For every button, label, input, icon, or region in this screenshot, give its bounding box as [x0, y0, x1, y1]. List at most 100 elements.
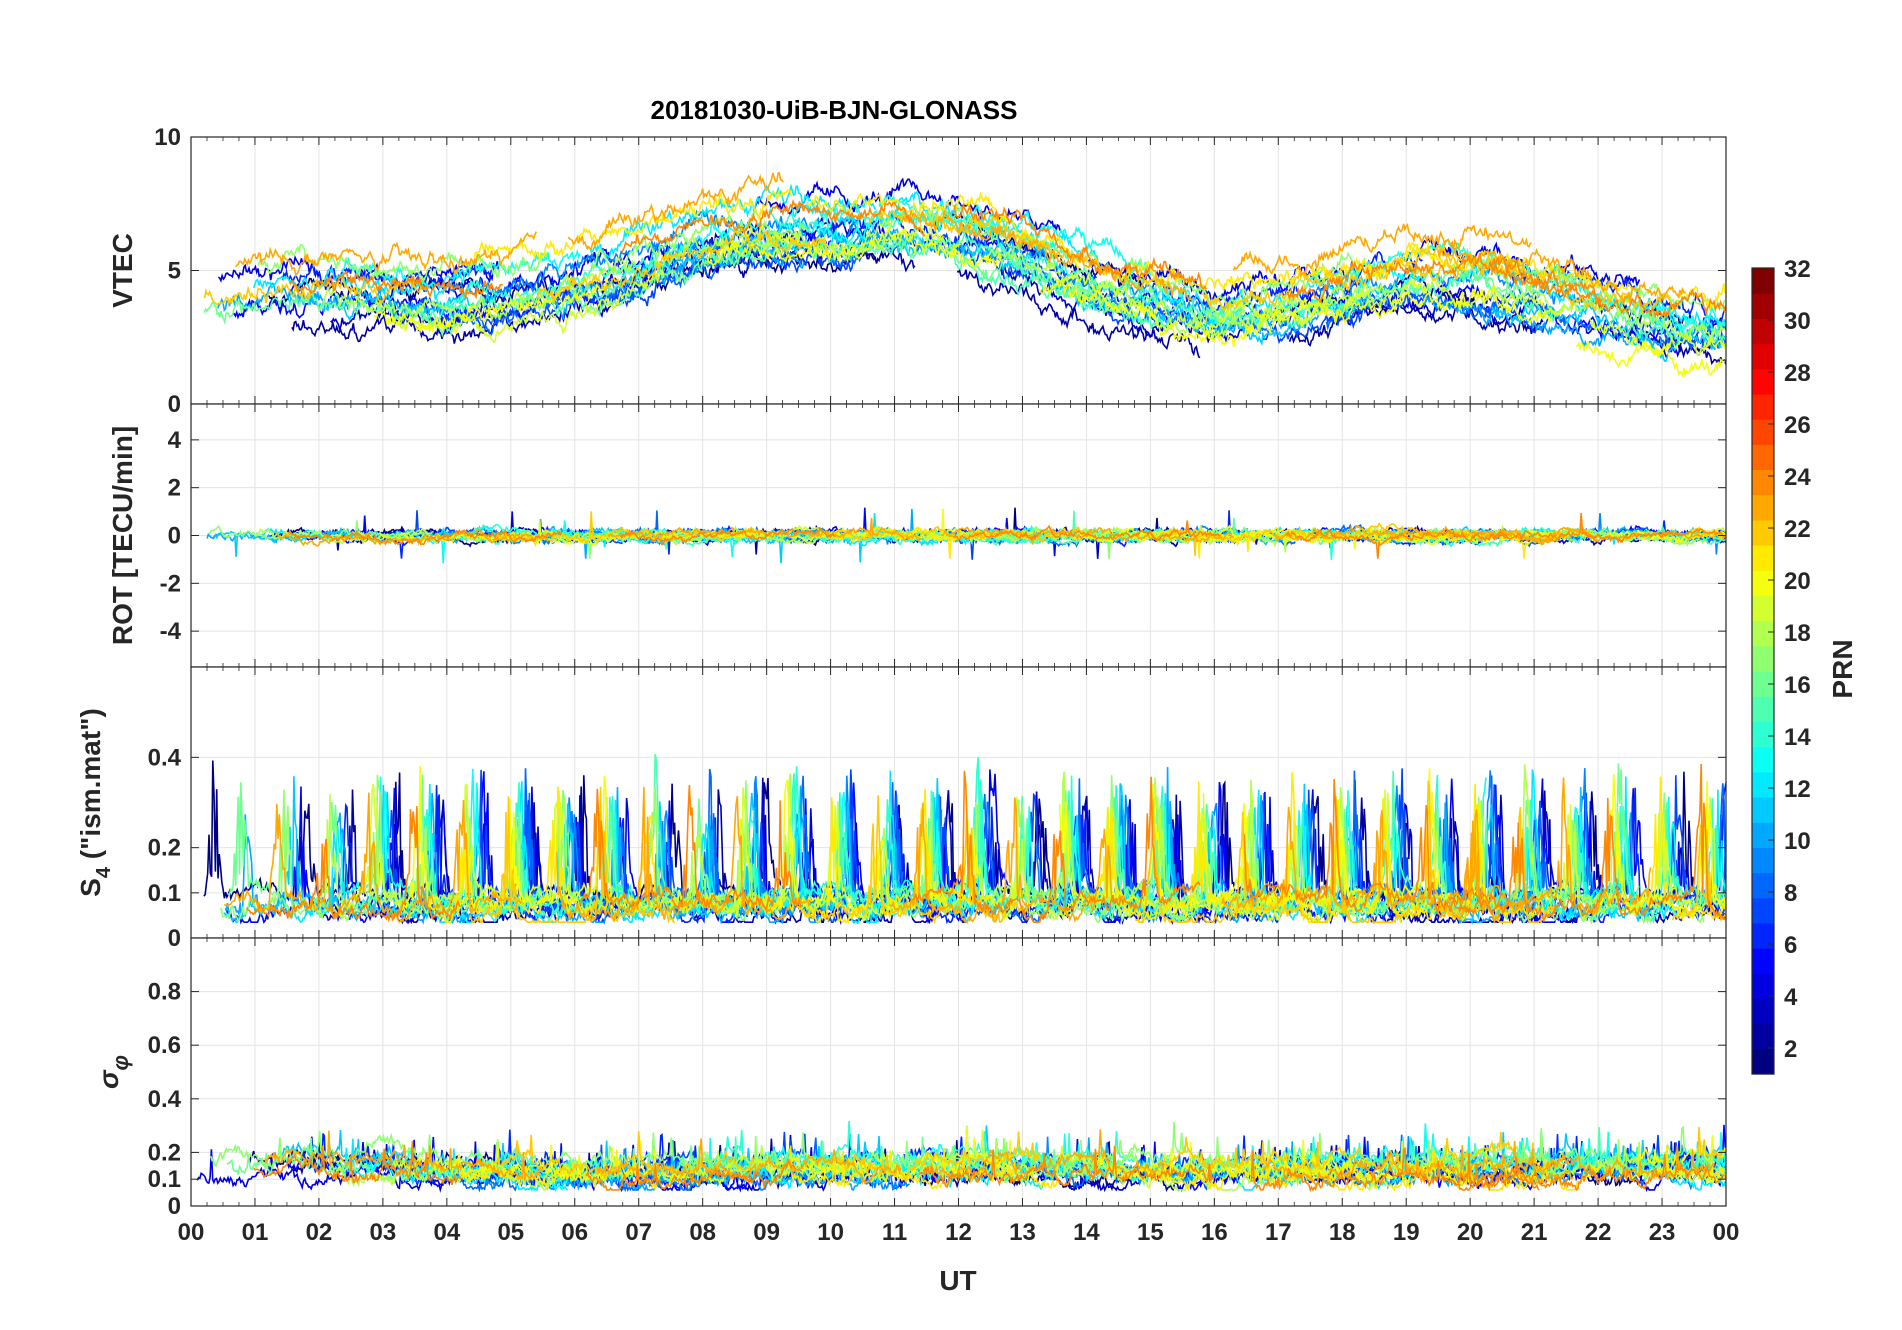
series-prn-23-pass-5: [1232, 222, 1532, 277]
x-tick-label: 23: [1649, 1219, 1676, 1246]
colorbar-tick-label: 8: [1784, 880, 1797, 907]
series-prn-2-pass-3: [956, 268, 1201, 359]
y-tick-label: 4: [168, 427, 182, 454]
colorbar-level: [1752, 393, 1774, 420]
colorbar-frame: [1751, 267, 1775, 1075]
colorbar-tick-label: 22: [1784, 516, 1811, 543]
series-prn-7-pass-3: [1261, 283, 1549, 345]
colorbar-level: [1752, 973, 1774, 1000]
series-prn-23-pass-1: [1477, 526, 1703, 546]
colorbar-tick-label: 30: [1784, 308, 1811, 335]
x-tick-label: 01: [242, 1219, 269, 1246]
colorbar-tick-label: 10: [1784, 828, 1811, 855]
y-tick-label: 0: [168, 391, 181, 418]
colorbar-level: [1752, 872, 1774, 899]
y-tick-label: 10: [154, 124, 181, 151]
x-tick-label: 03: [370, 1219, 397, 1246]
y-tick-label: 0: [168, 925, 181, 952]
x-tick-label: 00: [1713, 1219, 1740, 1246]
colorbar-level: [1752, 1048, 1774, 1075]
x-axis-label: UT: [939, 1265, 976, 1296]
series-prn-19-pass-3: [329, 519, 543, 545]
colorbar-level: [1752, 519, 1774, 546]
series-group: [203, 754, 1726, 926]
x-tick-label: 08: [689, 1219, 716, 1246]
series-prn-24-pass-1: [1455, 1152, 1726, 1192]
series-prn-22-pass-5: [1201, 243, 1517, 312]
series-prn-13-pass-5: [673, 207, 980, 255]
colorbar-level: [1752, 948, 1774, 974]
series-prn-18-pass-2: [1530, 1139, 1725, 1185]
colorbar-level: [1752, 570, 1774, 597]
y-tick-label: 0.1: [148, 880, 181, 907]
series-prn-22-pass-3: [469, 786, 675, 924]
colorbar-tick-label: 32: [1784, 256, 1811, 283]
series-prn-22-pass-1: [1339, 780, 1557, 924]
colorbar-tick-label: 6: [1784, 932, 1797, 959]
colorbar-tick-label: 12: [1784, 776, 1811, 803]
series-prn-23-pass-3: [607, 517, 921, 542]
series-prn-22-pass-2: [1695, 1127, 1726, 1162]
series-prn-24-pass-1: [1490, 262, 1726, 319]
series-group: [203, 172, 1726, 378]
x-tick-label: 14: [1073, 1219, 1100, 1246]
x-tick-label: 02: [306, 1219, 333, 1246]
y-tick-label: 0.4: [148, 744, 182, 771]
colorbar-label: PRN: [1827, 639, 1858, 698]
colorbar-tick-label: 14: [1784, 724, 1811, 751]
series-prn-24-pass-5: [1250, 1147, 1540, 1193]
series-prn-23-pass-4: [929, 1129, 1165, 1181]
series-prn-24-pass-3: [579, 785, 803, 912]
series-prn-23-pass-3: [596, 1138, 902, 1185]
series-prn-19-pass-5: [1052, 272, 1369, 336]
series-prn-9-pass-5: [446, 209, 750, 298]
series-prn-10-pass-4: [217, 282, 456, 320]
series-prn-23-pass-4: [900, 210, 1193, 301]
series-prn-10-pass-3: [1419, 296, 1663, 351]
series-prn-19-pass-2: [1589, 318, 1726, 357]
colorbar-tick-label: 20: [1784, 568, 1811, 595]
colorbar-tick-label: 24: [1784, 464, 1811, 491]
colorbar-level: [1752, 419, 1774, 445]
y-tick-label: 0: [168, 1193, 181, 1220]
series-prn-22-pass-2: [1697, 532, 1726, 540]
y-axis-label: σφ: [93, 1055, 133, 1089]
series-prn-23-pass-3: [567, 172, 784, 251]
colorbar-level: [1752, 696, 1774, 722]
y-tick-label: 0: [168, 523, 181, 550]
series-prn-23-pass-5: [1272, 524, 1590, 544]
x-tick-label: 20: [1457, 1219, 1484, 1246]
series-prn-23-pass-3: [556, 786, 812, 923]
series-prn-14-pass-5: [768, 203, 1079, 262]
series-prn-11-pass-5: [555, 792, 794, 922]
x-tick-label: 04: [433, 1219, 460, 1246]
series-prn-22-pass-5: [1159, 1136, 1365, 1174]
colorbar-tick-label: 2: [1784, 1036, 1797, 1063]
colorbar-level: [1752, 922, 1774, 949]
panel-rot: -4 -2 0 2 4 ROT [TECU/min]: [107, 403, 1727, 668]
x-tick-label: 22: [1585, 1219, 1612, 1246]
colorbar-level: [1752, 268, 1774, 294]
series-prn-21-pass-4: [786, 1145, 1059, 1190]
colorbar-tick-label: 16: [1784, 672, 1811, 699]
series-prn-20-pass-2: [1575, 337, 1726, 378]
series-prn-17-pass-3: [219, 774, 499, 923]
colorbar-level: [1752, 343, 1774, 370]
colorbar-level: [1752, 545, 1774, 571]
series-prn-20-pass-3: [373, 277, 609, 335]
x-tick-label: 11: [882, 1219, 907, 1246]
series-prn-16-pass-4: [558, 1141, 869, 1188]
series-prn-21-pass-1: [1323, 1149, 1601, 1192]
series-prn-17-pass-4: [590, 208, 808, 277]
colorbar-level: [1752, 897, 1774, 924]
colorbar-level: [1752, 368, 1774, 395]
series-prn-23-pass-2: [223, 792, 523, 924]
y-tick-label: 0.4: [148, 1086, 182, 1113]
series-prn-23-pass-2: [235, 231, 538, 278]
colorbar-tick-label: 26: [1784, 412, 1811, 439]
series-prn-22-pass-2: [1671, 824, 1726, 923]
y-axis-label: VTEC: [107, 233, 138, 308]
x-tick-label: 13: [1009, 1219, 1036, 1246]
